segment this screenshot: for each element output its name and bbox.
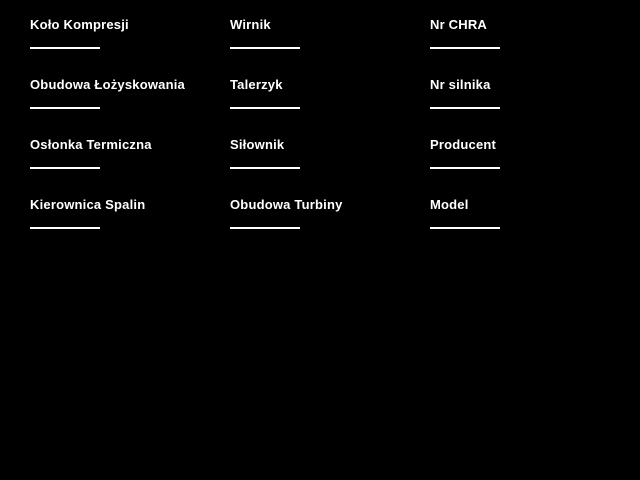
field-label-kierownica-spalin: Kierownica Spalin (30, 197, 146, 212)
field-label-silownik: Siłownik (230, 137, 285, 152)
field-label-producent: Producent (430, 137, 497, 152)
field-input-oslonka-termiczna[interactable] (30, 154, 100, 169)
field-kolo-kompresji: Koło Kompresji (30, 18, 230, 51)
field-obudowa-lozyskowania: Obudowa Łożyskowania (30, 78, 230, 111)
field-label-kolo-kompresji: Koło Kompresji (30, 17, 129, 32)
field-wirnik: Wirnik (230, 18, 430, 51)
field-input-silownik[interactable] (230, 154, 300, 169)
field-input-nr-silnika[interactable] (430, 94, 500, 109)
field-kierownica-spalin: Kierownica Spalin (30, 198, 230, 231)
field-input-wirnik[interactable] (230, 34, 300, 49)
field-input-nr-chra[interactable] (430, 34, 500, 49)
parts-form: Koło Kompresji Obudowa Łożyskowania Osło… (30, 18, 630, 258)
field-label-wirnik: Wirnik (230, 17, 271, 32)
field-label-obudowa-lozyskowania: Obudowa Łożyskowania (30, 77, 185, 92)
field-input-kolo-kompresji[interactable] (30, 34, 100, 49)
field-label-nr-chra: Nr CHRA (430, 17, 488, 32)
field-nr-silnika: Nr silnika (430, 78, 630, 111)
form-column-3: Nr CHRA Nr silnika Producent Model (430, 18, 630, 258)
form-column-1: Koło Kompresji Obudowa Łożyskowania Osło… (30, 18, 230, 258)
field-input-obudowa-lozyskowania[interactable] (30, 94, 100, 109)
field-label-nr-silnika: Nr silnika (430, 77, 491, 92)
field-producent: Producent (430, 138, 630, 171)
field-input-kierownica-spalin[interactable] (30, 214, 100, 229)
field-label-obudowa-turbiny: Obudowa Turbiny (230, 197, 343, 212)
field-input-producent[interactable] (430, 154, 500, 169)
field-input-talerzyk[interactable] (230, 94, 300, 109)
field-obudowa-turbiny: Obudowa Turbiny (230, 198, 430, 231)
field-model: Model (430, 198, 630, 231)
field-input-obudowa-turbiny[interactable] (230, 214, 300, 229)
field-input-model[interactable] (430, 214, 500, 229)
field-label-model: Model (430, 197, 469, 212)
field-silownik: Siłownik (230, 138, 430, 171)
field-oslonka-termiczna: Osłonka Termiczna (30, 138, 230, 171)
field-talerzyk: Talerzyk (230, 78, 430, 111)
field-label-talerzyk: Talerzyk (230, 77, 283, 92)
field-label-oslonka-termiczna: Osłonka Termiczna (30, 137, 152, 152)
form-column-2: Wirnik Talerzyk Siłownik Obudowa Turbiny (230, 18, 430, 258)
field-nr-chra: Nr CHRA (430, 18, 630, 51)
